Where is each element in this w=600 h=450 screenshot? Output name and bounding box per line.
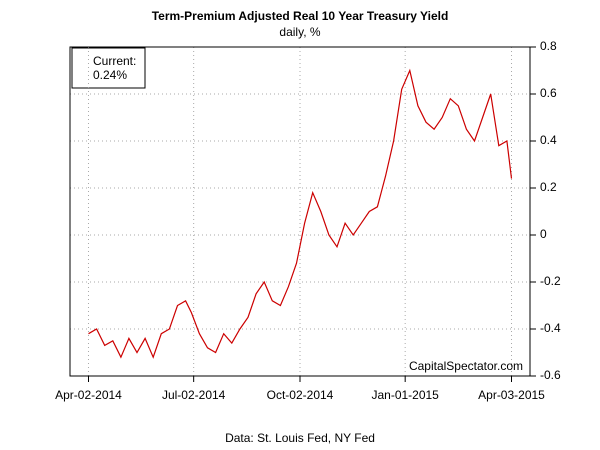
x-tick-label: Apr-02-2014 [55,388,122,402]
y-tick-label: -0.6 [540,368,561,382]
x-tick-label: Oct-02-2014 [267,388,334,402]
plot-frame [69,46,531,377]
y-tick-label: -0.2 [540,274,561,288]
legend-box [71,47,146,89]
chart-subtitle: daily, % [279,25,320,39]
x-tick-label: Jan-01-2015 [371,388,439,402]
source: Data: St. Louis Fed, NY Fed [225,431,375,445]
x-tick-label: Apr-03-2015 [478,388,545,402]
y-tick-label: -0.4 [540,321,561,335]
series-line [88,68,513,359]
x-tick-label: Jul-02-2014 [162,388,226,402]
legend-label: Current: [93,54,136,68]
legend-value: 0.24% [93,68,127,82]
y-tick-label: 0.4 [540,133,557,147]
watermark: CapitalSpectator.com [409,359,523,373]
y-tick-label: 0 [540,227,547,241]
chart-title: Term-Premium Adjusted Real 10 Year Treas… [152,9,449,23]
y-tick-label: 0.2 [540,180,557,194]
y-tick-label: 0.6 [540,86,557,100]
y-tick-label: 0.8 [540,39,557,53]
